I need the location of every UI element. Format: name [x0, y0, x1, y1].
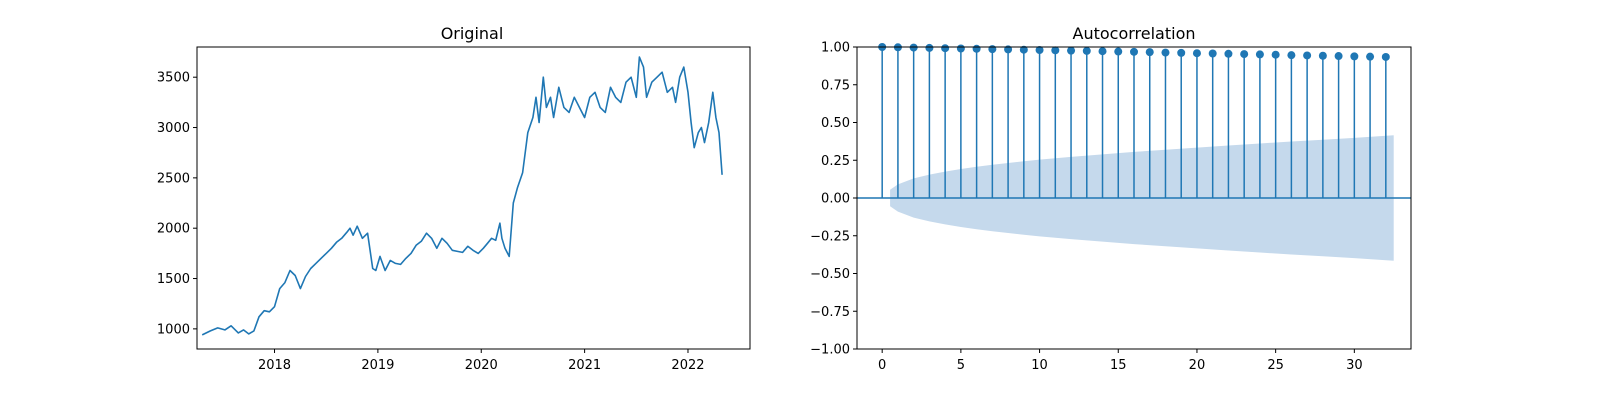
original-y-tick-label: 1500 [157, 272, 190, 287]
original-y-tick-label: 2000 [157, 222, 190, 237]
original-y-tick-label: 2500 [157, 171, 190, 186]
autocorrelation-y-tick-label: 0.25 [821, 154, 850, 169]
acf-marker [1035, 46, 1044, 55]
acf-marker [1208, 49, 1217, 58]
autocorrelation-y-tick-label: 1.00 [821, 41, 850, 56]
acf-marker [1098, 47, 1107, 56]
autocorrelation-x-axis: 0 5 10 15 20 25 30 [878, 349, 1363, 373]
acf-marker [1177, 48, 1186, 57]
acf-marker [925, 43, 934, 52]
original-y-axis: 1000 1500 2000 2500 3000 3500 [157, 71, 197, 337]
acf-marker [1130, 47, 1138, 56]
autocorrelation-x-tick-label: 25 [1267, 358, 1284, 373]
acf-marker [1114, 47, 1123, 56]
autocorrelation-x-tick-label: 20 [1189, 358, 1206, 373]
acf-marker [1318, 51, 1327, 60]
original-x-tick-label: 2019 [361, 358, 394, 373]
acf-marker [1366, 52, 1375, 61]
acf-marker [1240, 50, 1249, 59]
autocorrelation-chart: Autocorrelation 0 5 10 15 20 25 30 −1.00−0.75−… [810, 24, 1412, 373]
acf-marker [1334, 52, 1343, 61]
acf-marker [1051, 46, 1060, 55]
original-y-tick-label: 3000 [157, 121, 190, 136]
autocorrelation-y-tick-label: −1.00 [810, 343, 850, 358]
autocorrelation-y-tick-label: 0.00 [821, 192, 850, 207]
original-x-tick-label: 2020 [465, 358, 498, 373]
acf-marker [1192, 49, 1201, 58]
original-axes-frame [196, 46, 751, 350]
acf-marker [1082, 46, 1091, 55]
autocorrelation-x-tick-label: 5 [957, 358, 965, 373]
acf-marker [1271, 50, 1280, 59]
original-chart-title: Original [441, 24, 504, 43]
autocorrelation-y-axis: −1.00 −0.75 −0.50 −0.25 0.00 0.25 0.50 0.75 1.00 [810, 41, 857, 358]
autocorrelation-y-tick-label: 0.75 [821, 78, 850, 93]
acf-marker [1224, 49, 1233, 58]
acf-marker [1019, 45, 1028, 54]
original-x-tick-label: 2022 [671, 358, 704, 373]
autocorrelation-x-tick-label: 0 [878, 358, 886, 373]
acf-marker [1145, 48, 1154, 57]
acf-marker [941, 44, 950, 53]
original-plot-area [201, 56, 723, 336]
autocorrelation-x-tick-label: 15 [1110, 358, 1127, 373]
acf-marker [1381, 52, 1390, 61]
autocorrelation-y-tick-label: −0.50 [810, 267, 850, 282]
acf-marker [1067, 46, 1076, 55]
acf-marker [909, 43, 918, 52]
autocorrelation-y-tick-label: 0.50 [821, 116, 850, 131]
autocorrelation-x-tick-label: 10 [1031, 358, 1048, 373]
acf-marker [988, 45, 997, 54]
autocorrelation-y-tick-label: −0.25 [810, 229, 850, 244]
acf-marker [1161, 48, 1170, 57]
acf-marker [1350, 52, 1359, 61]
autocorrelation-chart-title: Autocorrelation [1073, 24, 1196, 43]
original-x-tick-label: 2018 [258, 358, 291, 373]
acf-marker [1287, 51, 1296, 60]
acf-marker [972, 44, 981, 53]
original-line-chart: Original 2018 2019 2020 2021 2022 1000 1500 20… [157, 24, 751, 373]
original-x-tick-label: 2021 [568, 358, 601, 373]
original-y-tick-label: 1000 [157, 322, 190, 337]
autocorrelation-x-tick-label: 30 [1346, 358, 1363, 373]
original-series-line [201, 56, 723, 336]
acf-marker [1255, 50, 1264, 59]
autocorrelation-y-tick-label: −0.75 [810, 305, 850, 320]
original-x-axis: 2018 2019 2020 2021 2022 [258, 349, 705, 373]
acf-marker [1303, 51, 1312, 60]
original-y-tick-label: 3500 [157, 71, 190, 86]
autocorrelation-plot-area [857, 43, 1411, 261]
acf-marker [956, 44, 965, 53]
